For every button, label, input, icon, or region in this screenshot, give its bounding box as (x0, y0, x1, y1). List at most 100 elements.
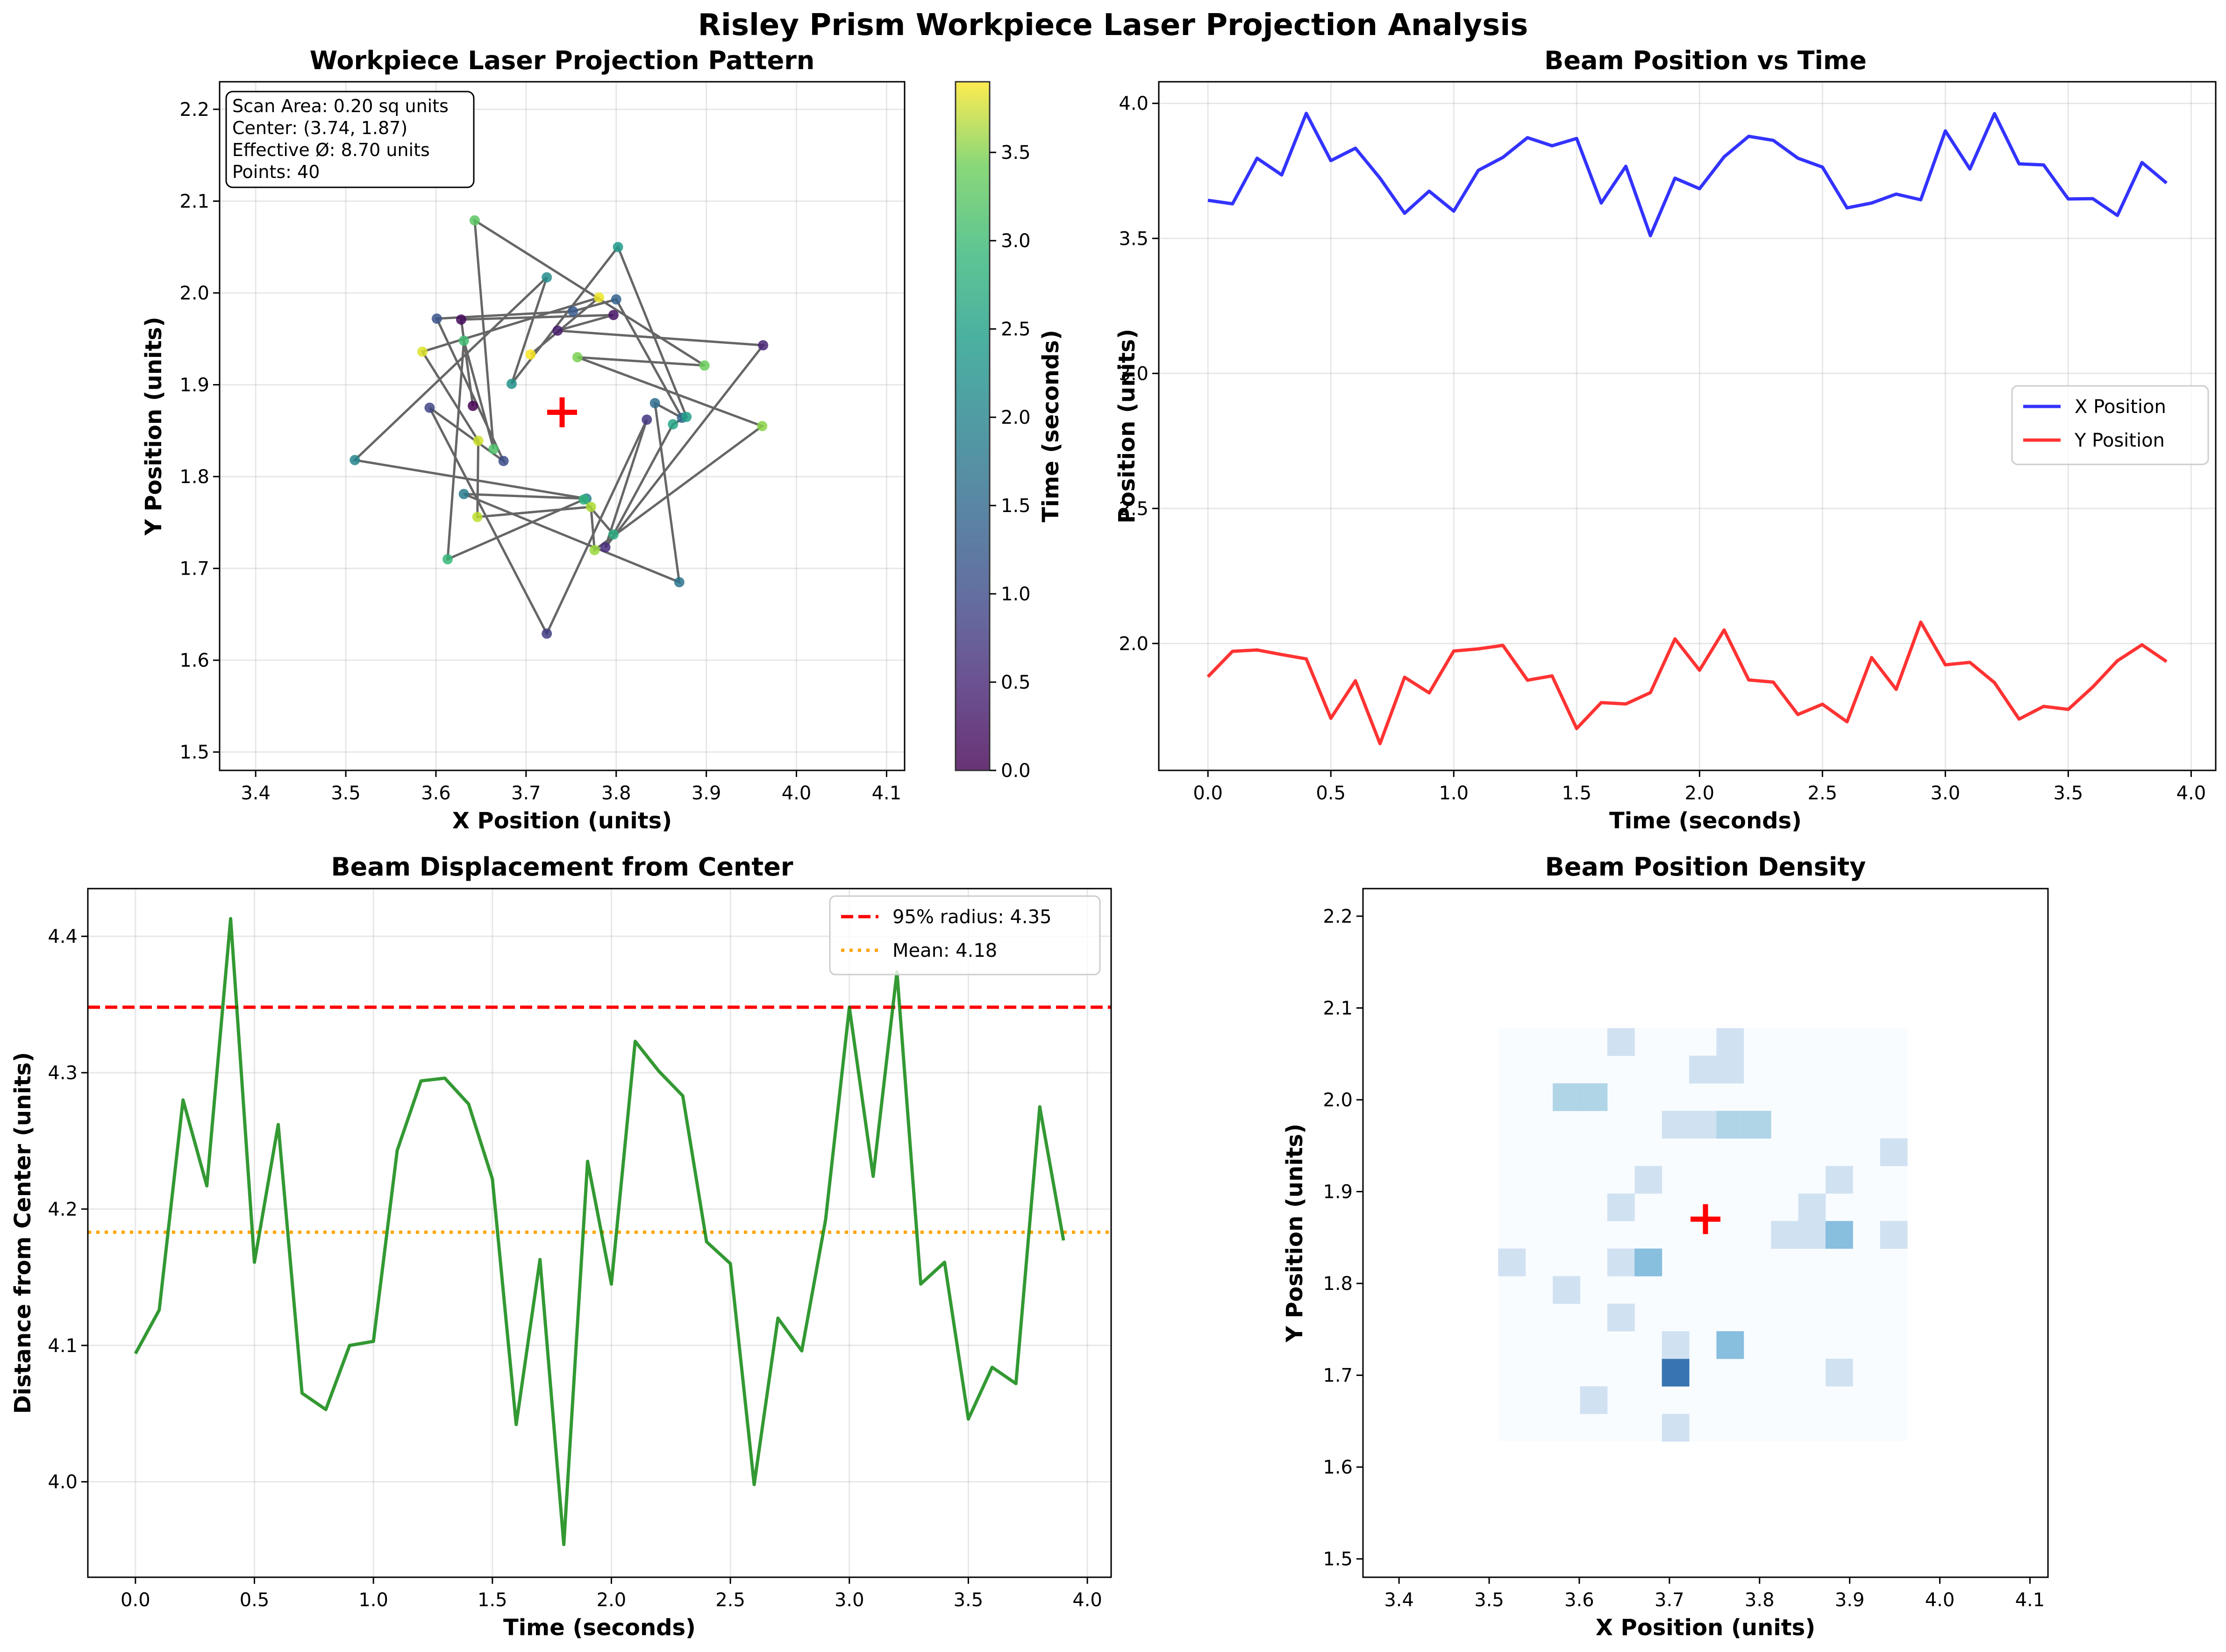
p4-density-cell (1607, 1028, 1635, 1056)
p1-scatter-point (649, 398, 660, 408)
p3-legend: 95% radius: 4.35 Mean: 4.18 (829, 895, 1101, 976)
p1-xlabel: X Position (units) (452, 808, 672, 834)
p1-ytick-label: 1.9 (179, 375, 209, 396)
p1-scatter-point (458, 335, 469, 346)
p4-ytick-label: 1.6 (1323, 1457, 1353, 1478)
p1-scatter-point (608, 310, 619, 320)
p4-density-cell (1716, 1331, 1744, 1359)
p1-beam-path (352, 218, 766, 636)
p3-xlabel: Time (seconds) (503, 1615, 696, 1641)
p1-scatter-point (585, 501, 596, 512)
p4-density-cell (1880, 1221, 1908, 1249)
p4-xtick-label: 3.7 (1655, 1589, 1684, 1611)
p2-ytick-label: 3.0 (1119, 363, 1149, 385)
p1-info-line-1: Scan Area: 0.20 sq units (232, 96, 449, 116)
p1-info-line-3: Effective Ø: 8.70 units (232, 140, 430, 160)
p1-ytick-label: 1.5 (179, 742, 209, 763)
p4-density-cell (1798, 1221, 1826, 1249)
p1-scatter-point (424, 402, 435, 413)
p4-density-cell (1716, 1111, 1744, 1139)
p2-xtick-label: 3.0 (1931, 783, 1961, 804)
p4-density-cell (1880, 1138, 1908, 1167)
p3-xtick-label: 1.0 (358, 1589, 388, 1611)
p1-scatter-point (594, 292, 605, 303)
p1-scatter-point (572, 352, 583, 363)
p3-xtick-label: 3.0 (835, 1589, 864, 1611)
p1-scatter-point (456, 314, 466, 325)
p1-title: Workpiece Laser Projection Pattern (310, 46, 815, 75)
p3-ytick-label: 4.4 (48, 926, 78, 947)
p1-xtick-label: 4.1 (872, 783, 902, 804)
p1-scatter-point (611, 294, 621, 305)
p1-cbar-tick-label: 0.5 (1001, 672, 1031, 693)
p4-ytick-label: 1.5 (1323, 1549, 1353, 1570)
p3-axes-frame (87, 888, 1112, 1578)
p4-ytick-label: 2.2 (1323, 906, 1353, 927)
p4-density-cell (1825, 1166, 1853, 1194)
p2-legend-y-label: Y Position (2074, 430, 2165, 451)
p1-scatter-point (681, 412, 692, 422)
p4-xtick-label: 4.1 (2015, 1589, 2045, 1611)
p1-scatter-point (472, 512, 483, 522)
p2-xtick-label: 4.0 (2176, 783, 2206, 804)
p1-scatter-point (469, 215, 480, 226)
p2-ytick-label: 2.0 (1119, 633, 1149, 655)
p1-cbar-tick-label: 3.5 (1001, 142, 1031, 164)
p1-scatter-point (600, 542, 611, 553)
p1-colorbar: 0.0 0.5 1.0 1.5 2.0 2.5 3.0 3.5 Time (seconds) (955, 81, 1064, 782)
p2-x-position-line (1207, 112, 2168, 237)
p1-cbar-tick-label: 0.0 (1001, 760, 1031, 782)
p4-axes-frame (1362, 888, 2049, 1578)
p4-density-cell (1689, 1111, 1717, 1139)
p3-xtick-label: 1.5 (478, 1589, 507, 1611)
p4-density-cell (1607, 1303, 1635, 1332)
p3-ytick-label: 4.3 (48, 1062, 78, 1084)
panel-density: Beam Position Density 3.4 3.5 3.6 3.7 3.8 3.9… (1282, 852, 2049, 1641)
figure-title: Risley Prism Workpiece Laser Projection … (698, 8, 1528, 43)
p1-scatter-point (350, 455, 360, 465)
p1-scatter-point (758, 340, 769, 351)
p1-info-line-2: Center: (3.74, 1.87) (232, 118, 407, 138)
p1-xtick-label: 3.4 (241, 783, 271, 804)
p3-xtick-label: 2.0 (597, 1589, 627, 1611)
p4-density-cell (1580, 1386, 1608, 1414)
p1-scatter-point (552, 325, 563, 336)
p1-cbar-tick-label: 2.5 (1001, 319, 1031, 340)
p4-density-cell (1634, 1248, 1662, 1276)
p2-ylabel: Position (units) (1114, 329, 1140, 524)
p4-density-cell (1825, 1359, 1853, 1387)
p4-ytick-label: 1.9 (1323, 1182, 1353, 1203)
p3-legend-95-label: 95% radius: 4.35 (892, 906, 1052, 928)
p1-ytick-label: 2.0 (179, 283, 209, 304)
p4-xtick-label: 4.0 (1925, 1589, 1955, 1611)
p1-colorbar-gradient (955, 81, 991, 771)
p1-scatter-point (442, 554, 453, 564)
p4-density-cell (1716, 1028, 1744, 1056)
p2-title: Beam Position vs Time (1544, 46, 1867, 75)
p1-scatter-point (699, 360, 710, 371)
p1-scatter-point (578, 494, 589, 505)
p2-legend-x-label: X Position (2075, 396, 2166, 418)
p4-density-cell (1771, 1221, 1799, 1249)
p4-xtick-label: 3.5 (1474, 1589, 1504, 1611)
p3-ylabel: Distance from Center (units) (10, 1052, 36, 1414)
p1-scatter-point (589, 545, 600, 555)
p1-scatter-point (542, 272, 552, 283)
panel-displacement: Beam Displacement from Center 0.0 0.5 1.0 1… (10, 852, 1112, 1641)
p4-density-cell (1825, 1221, 1853, 1249)
p1-scatter-point (431, 313, 442, 324)
p4-density-cell (1607, 1248, 1635, 1276)
p1-xtick-label: 3.9 (692, 783, 721, 804)
p1-scatter-point (642, 414, 652, 425)
p4-density-cell (1743, 1111, 1771, 1139)
p1-xtick-label: 3.8 (601, 783, 631, 804)
p2-legend: X Position Y Position (2011, 385, 2209, 465)
p1-xtick-label: 3.5 (331, 783, 361, 804)
p2-xtick-label: 2.0 (1684, 783, 1714, 804)
p4-ytick-label: 1.7 (1323, 1365, 1353, 1387)
p1-scatter-point (668, 419, 678, 430)
p2-xtick-label: 1.5 (1562, 783, 1591, 804)
p1-scatter-point (674, 577, 685, 588)
p1-cbar-tick-label: 3.0 (1001, 230, 1031, 252)
